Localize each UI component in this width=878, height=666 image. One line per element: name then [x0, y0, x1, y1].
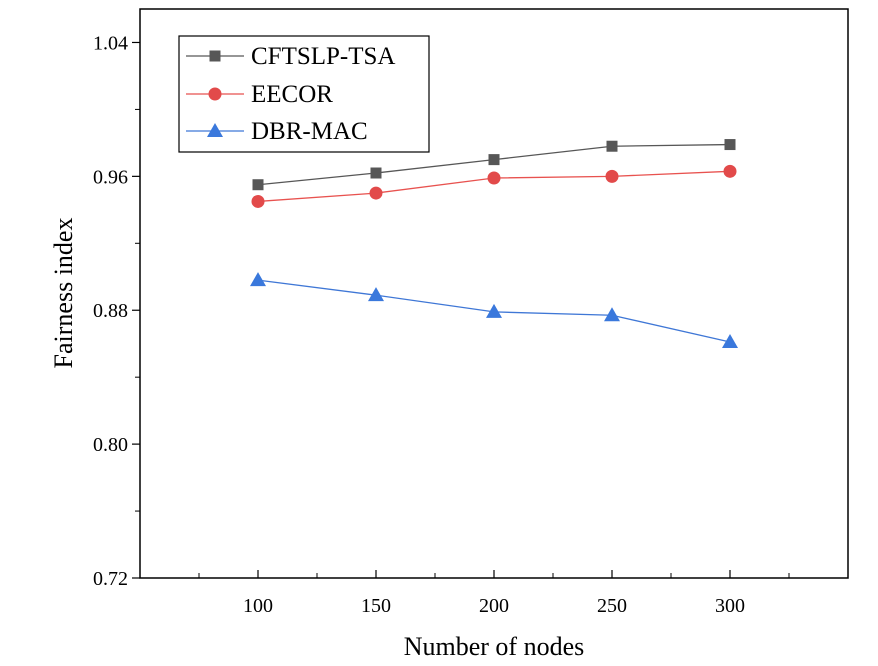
- y-axis: 0.72 0.80 0.88 0.96 1.04: [93, 32, 140, 590]
- data-point-dbr-mac: [368, 287, 384, 302]
- data-point-dbr-mac: [250, 272, 266, 287]
- data-point-dbr-mac: [486, 303, 502, 318]
- legend-item-dbr-mac: DBR-MAC: [186, 118, 368, 145]
- y-tick-label: 0.96: [93, 166, 128, 188]
- data-point-cftslp-tsa: [606, 140, 618, 152]
- legend: CFTSLP-TSA EECOR DBR-MAC: [178, 35, 430, 153]
- data-point-dbr-mac: [722, 334, 738, 349]
- x-tick-label: 150: [361, 595, 391, 617]
- series-layer: [250, 139, 738, 349]
- data-point-dbr-mac: [604, 307, 620, 322]
- data-point-eecor: [487, 171, 501, 185]
- legend-marker: [208, 87, 222, 101]
- legend-label: DBR-MAC: [251, 118, 368, 145]
- y-tick-label: 0.72: [93, 568, 128, 590]
- y-axis-title: Fairness index: [49, 218, 78, 369]
- data-point-cftslp-tsa: [370, 167, 382, 179]
- x-tick-label: 250: [597, 595, 627, 617]
- x-tick-label: 200: [479, 595, 509, 617]
- data-point-cftslp-tsa: [252, 179, 264, 191]
- series-cftslp-tsa: [252, 139, 736, 191]
- data-point-cftslp-tsa: [488, 154, 500, 166]
- y-tick-label: 0.80: [93, 434, 128, 456]
- data-point-eecor: [605, 169, 619, 183]
- legend-marker: [207, 123, 223, 137]
- legend-item-cftslp-tsa: CFTSLP-TSA: [186, 43, 395, 70]
- data-point-eecor: [251, 194, 265, 208]
- legend-label: EECOR: [251, 81, 333, 108]
- data-point-cftslp-tsa: [724, 139, 736, 151]
- x-tick-label: 300: [715, 595, 745, 617]
- x-axis: 100 150 200 250 300: [198, 570, 790, 617]
- x-axis-title: Number of nodes: [404, 632, 585, 661]
- legend-item-eecor: EECOR: [186, 81, 333, 108]
- legend-label: CFTSLP-TSA: [251, 43, 395, 70]
- y-tick-label: 1.04: [93, 32, 128, 54]
- series-eecor: [251, 164, 737, 208]
- series-dbr-mac: [250, 272, 738, 349]
- legend-marker: [209, 50, 221, 62]
- y-tick-label: 0.88: [93, 300, 128, 322]
- x-tick-label: 100: [243, 595, 273, 617]
- data-point-eecor: [369, 186, 383, 200]
- data-point-eecor: [723, 164, 737, 178]
